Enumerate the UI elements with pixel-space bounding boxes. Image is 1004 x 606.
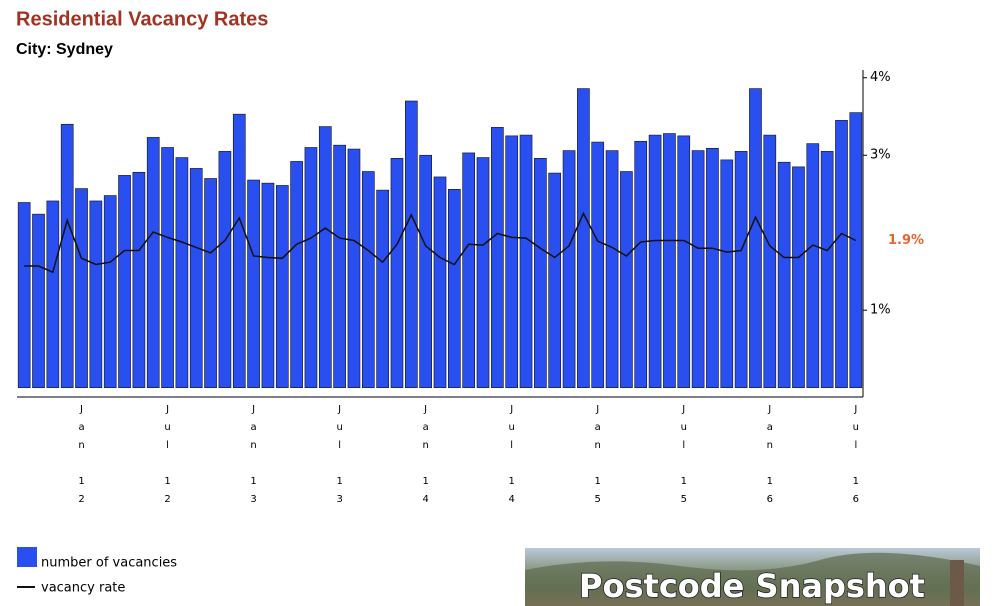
bar [361, 171, 375, 389]
bar [17, 202, 31, 389]
bar [706, 147, 719, 389]
bar [232, 113, 246, 389]
bar [419, 154, 432, 389]
bar [189, 168, 203, 389]
bar [505, 135, 519, 389]
bar [663, 133, 676, 389]
x-tick-label: Jul 15 [678, 404, 689, 512]
x-tick-label: Jul 14 [506, 404, 517, 512]
bar [333, 144, 346, 389]
bar [376, 189, 389, 389]
bar [491, 127, 504, 389]
bar [89, 200, 103, 389]
line [24, 211, 857, 274]
value-label: 1.9% [888, 233, 924, 248]
bar [347, 148, 361, 389]
bar [534, 158, 547, 389]
y-tick-label: 3% [870, 148, 891, 163]
bar [577, 88, 590, 389]
bar [218, 151, 232, 389]
bar [318, 126, 332, 389]
x-tick-label: Jul 12 [162, 404, 173, 512]
bar [677, 135, 691, 389]
bar [448, 189, 461, 389]
bar [132, 171, 146, 389]
bar [562, 150, 576, 389]
bar [605, 150, 619, 389]
bar [691, 150, 705, 389]
bar [304, 147, 318, 389]
bar [146, 137, 160, 389]
bar [32, 213, 45, 389]
bar [591, 141, 605, 389]
bar [620, 171, 633, 389]
bar [404, 100, 418, 389]
bar [763, 134, 777, 389]
y-tick-label: 4% [870, 70, 891, 85]
bar [806, 143, 820, 389]
bar [648, 134, 662, 389]
bar [46, 200, 60, 389]
x-tick-label: Jan 12 [76, 404, 87, 512]
bar [792, 166, 805, 389]
chart-title: Residential Vacancy Rates [16, 8, 268, 30]
banner-hills [525, 552, 980, 606]
bar [462, 152, 476, 389]
bar [849, 112, 863, 389]
x-tick-label: Jan 13 [248, 404, 259, 512]
x-tick-label: Jul 16 [850, 404, 861, 512]
bar [290, 161, 303, 389]
x-tick-label: Jan 15 [592, 404, 603, 512]
bar [75, 188, 88, 389]
plot-area: 1.9% 1% 3% 4% Jan 12 Jul 12 Jan 13 Jul 13 Jan 14… [17, 70, 924, 512]
bar [777, 161, 791, 389]
bar [390, 158, 404, 389]
legend-label: number of vacancies [41, 556, 177, 571]
bar [548, 172, 562, 389]
bar [734, 151, 748, 389]
bar [634, 140, 648, 389]
banner-tower [950, 560, 964, 606]
bar [161, 147, 174, 389]
bar [261, 182, 275, 389]
banner: Postcode Snapshot [525, 548, 980, 606]
x-tick-label: Jul 13 [334, 404, 345, 512]
x-tick-label: Jan 16 [764, 404, 775, 512]
y-tick-label: 1% [870, 303, 891, 318]
bar [433, 176, 447, 389]
bar [204, 178, 217, 389]
bar [247, 179, 260, 389]
bar [60, 123, 74, 389]
legend-label: vacancy rate [41, 581, 125, 596]
bar [476, 157, 490, 389]
x-tick-label: Jan 14 [420, 404, 431, 512]
bar [118, 175, 131, 389]
bar [103, 195, 117, 389]
banner-text: Postcode Snapshot [579, 567, 925, 605]
bar [720, 159, 734, 389]
bar [275, 185, 289, 389]
legend-swatch [17, 547, 37, 567]
bar [820, 151, 834, 389]
bar [175, 157, 189, 389]
bar [519, 134, 533, 389]
bar [749, 88, 762, 389]
bar [835, 120, 848, 389]
chart-subtitle: City: Sydney [16, 41, 113, 58]
